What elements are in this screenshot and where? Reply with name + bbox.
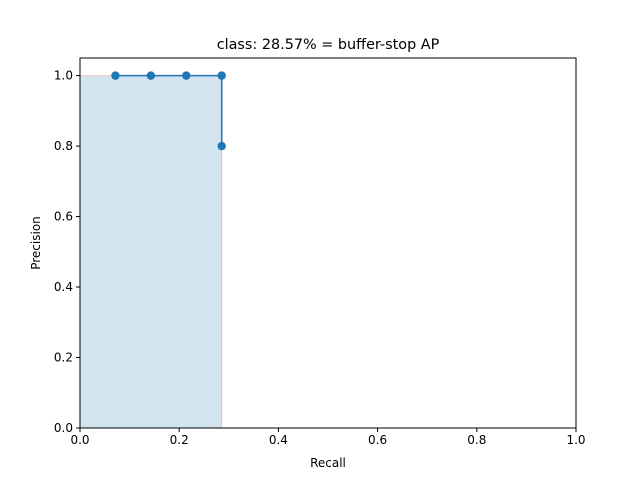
data-point	[146, 71, 156, 80]
y-tick-label: 0.6	[54, 210, 73, 224]
x-tick-label: 0.4	[269, 433, 288, 447]
x-tick-label: 0.8	[467, 433, 486, 447]
plot-frame	[79, 57, 577, 429]
y-tick-label: 0.2	[54, 351, 73, 365]
x-tick-label: 0.6	[368, 433, 387, 447]
series-layer	[111, 71, 226, 151]
x-axis-ticks: 0.0 0.2 0.4 0.6 0.8 1.0	[70, 428, 586, 447]
y-tick-label: 0.4	[54, 280, 73, 294]
area-fill	[79, 75, 223, 429]
data-point	[217, 141, 226, 151]
y-tick-label: 0.0	[54, 421, 73, 435]
data-point	[111, 71, 120, 80]
area-fill-layer	[79, 75, 223, 429]
x-tick-label: 0.0	[70, 433, 89, 447]
chart-title: class: 28.57% = buffer-stop AP	[217, 37, 440, 53]
x-tick-label: 0.2	[170, 433, 189, 447]
x-tick-label: 1.0	[566, 433, 585, 447]
y-axis-ticks: 0.0 0.2 0.4 0.6 0.8 1.0	[54, 69, 80, 435]
y-tick-label: 0.8	[54, 139, 73, 153]
x-axis-label: Recall	[310, 456, 346, 470]
y-axis-label: Precision	[29, 216, 43, 270]
data-point	[217, 71, 226, 80]
y-tick-label: 1.0	[54, 69, 73, 83]
data-point	[182, 71, 191, 80]
